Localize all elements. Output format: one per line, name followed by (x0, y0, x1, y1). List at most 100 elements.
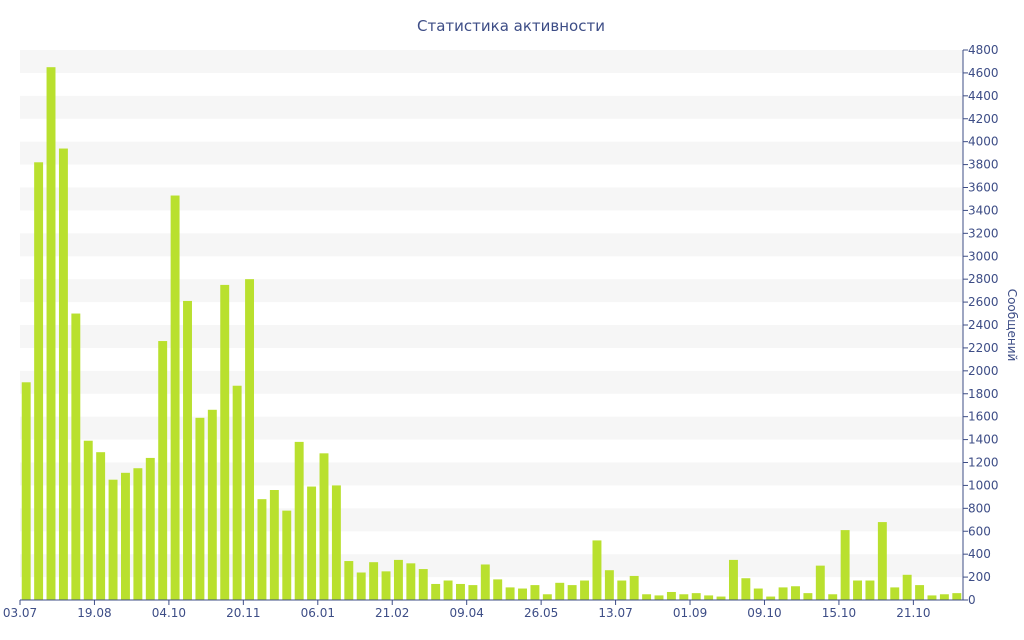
y-tick-label: 3800 (968, 158, 999, 172)
bar (369, 562, 379, 600)
x-tick-label: 03.07 (3, 606, 37, 620)
x-tick-label: 09.04 (450, 606, 484, 620)
bar (617, 580, 627, 600)
bar (778, 587, 788, 600)
x-axis-ticks: 03.07 19.08 04.10 20.11 06.01 21.02 09.04 26.05… (3, 600, 931, 620)
bar (96, 452, 106, 600)
y-tick-label: 2000 (968, 364, 999, 378)
y-tick-label: 3000 (968, 249, 999, 263)
bar (207, 409, 217, 600)
bar (220, 284, 230, 600)
y-tick-label: 0 (968, 593, 976, 607)
bar (939, 594, 949, 600)
bar (704, 595, 714, 600)
bar (567, 585, 577, 600)
bar (890, 587, 900, 600)
x-tick-label: 06.01 (301, 606, 335, 620)
bar (71, 313, 81, 600)
bar-series (21, 67, 962, 601)
bar (319, 453, 329, 600)
bar (245, 279, 255, 600)
y-tick-label: 1600 (968, 410, 999, 424)
x-tick-label: 20.11 (226, 606, 260, 620)
bar (642, 594, 652, 600)
bar (853, 580, 862, 600)
y-tick-label: 4000 (968, 135, 999, 149)
bar (344, 561, 354, 600)
y-tick-label: 3400 (968, 203, 999, 217)
y-tick-label: 4600 (968, 66, 999, 80)
bar (331, 485, 341, 600)
bar (46, 67, 56, 600)
bar (654, 595, 664, 600)
bar (666, 591, 676, 600)
bar (108, 479, 118, 600)
grid-band (20, 187, 963, 211)
bar (592, 540, 602, 600)
x-tick-label: 09.10 (747, 606, 781, 620)
bar (716, 596, 726, 600)
bar (34, 162, 44, 601)
bar (83, 440, 93, 600)
y-tick-label: 1000 (968, 478, 999, 492)
bar (766, 596, 776, 600)
y-tick-label: 400 (968, 547, 991, 561)
bar (121, 472, 130, 600)
y-tick-label: 3200 (968, 226, 999, 240)
bar (803, 593, 813, 601)
grid-band (20, 95, 963, 119)
bar (133, 468, 143, 600)
grid-band (20, 462, 963, 486)
y-axis-label: Сообщений (1005, 289, 1019, 362)
y-tick-label: 4400 (968, 89, 999, 103)
bar (145, 457, 155, 600)
grid-band (20, 370, 963, 394)
bar (679, 594, 689, 600)
bar (21, 382, 31, 600)
x-tick-label: 04.10 (152, 606, 186, 620)
x-tick-label: 19.08 (77, 606, 111, 620)
y-axis-ticks: 0 200 400 600 800 1000 1200 1400 1600 1800 2000 220… (963, 43, 999, 607)
bar (443, 580, 453, 600)
y-tick-label: 2200 (968, 341, 999, 355)
y-tick-label: 1200 (968, 456, 999, 470)
bar (505, 587, 515, 600)
bar (840, 530, 850, 600)
bar (158, 341, 168, 600)
bar (480, 564, 490, 600)
bar (604, 570, 614, 600)
grid-band (20, 279, 963, 303)
bar (828, 594, 838, 600)
bar (232, 385, 242, 600)
bar (542, 594, 552, 600)
bar (418, 569, 428, 600)
bar (580, 580, 590, 600)
bar (518, 588, 527, 600)
bar (294, 441, 304, 601)
bar (468, 585, 478, 600)
bar (865, 580, 875, 600)
y-tick-label: 2600 (968, 295, 999, 309)
bar (195, 417, 205, 600)
bar (393, 559, 403, 600)
bar (406, 563, 416, 600)
y-tick-label: 800 (968, 501, 991, 515)
bar (555, 582, 565, 600)
chart-title: Статистика активности (417, 17, 605, 35)
x-tick-label: 21.02 (375, 606, 409, 620)
bar (257, 499, 267, 600)
bar (728, 559, 738, 600)
bar (269, 490, 279, 600)
bar (170, 195, 180, 600)
grid-band (20, 416, 963, 440)
y-tick-label: 200 (968, 570, 991, 584)
x-tick-label: 01.09 (673, 606, 707, 620)
grid-band (20, 233, 963, 257)
bar (183, 300, 192, 600)
bar (753, 588, 763, 600)
y-tick-label: 600 (968, 524, 991, 538)
grid-band (20, 554, 963, 578)
grid-band (20, 325, 963, 348)
bar (58, 148, 68, 601)
